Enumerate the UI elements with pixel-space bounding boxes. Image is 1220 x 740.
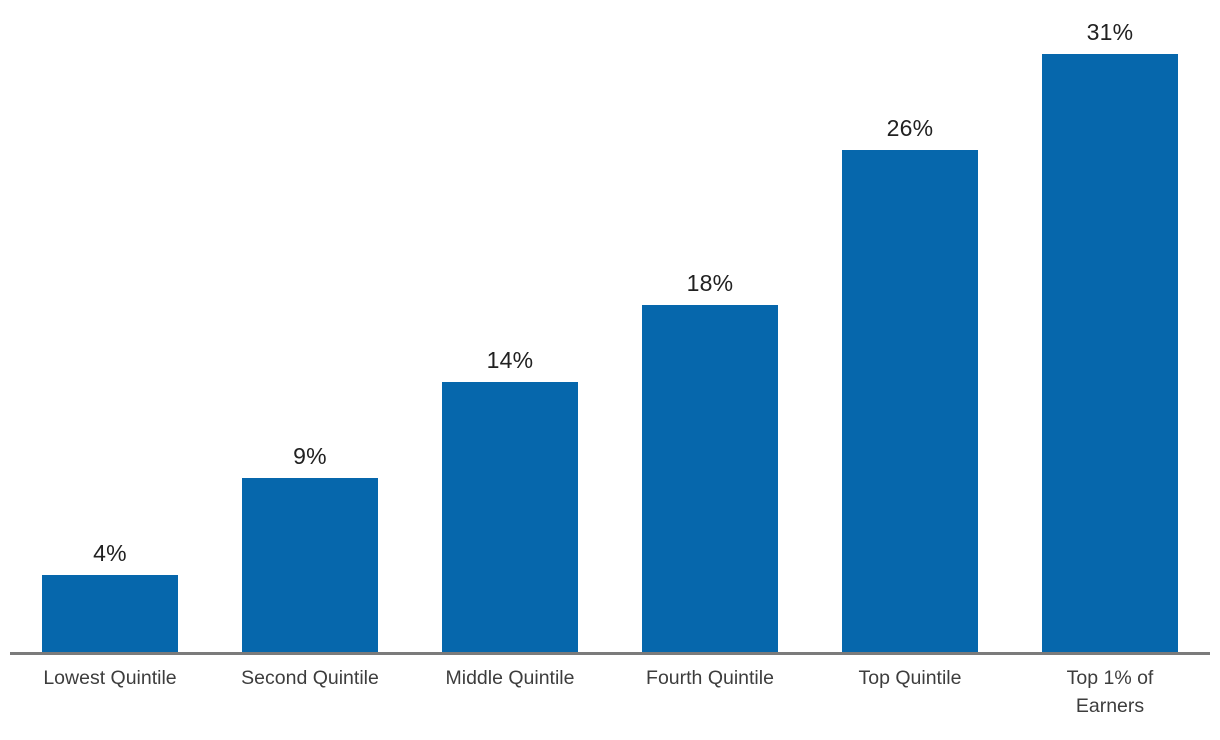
x-axis-label-line: Middle Quintile xyxy=(445,667,575,689)
x-axis-label-line: Second Quintile xyxy=(241,667,379,689)
x-axis-label: Fourth Quintile xyxy=(610,664,810,720)
bar xyxy=(442,382,578,652)
bar-column: 4% xyxy=(10,0,210,652)
bar-column: 31% xyxy=(1010,0,1210,652)
bar-value-label: 18% xyxy=(686,270,734,296)
x-axis-label: Top 1% of Earners xyxy=(1010,664,1210,720)
x-axis-label: Second Quintile xyxy=(210,664,410,720)
bar xyxy=(42,575,178,652)
bar-column: 18% xyxy=(610,0,810,652)
bar xyxy=(642,305,778,652)
bar-value-label: 26% xyxy=(886,115,934,141)
plot-area: 4% 9% 14% 18% 26% 31% xyxy=(10,0,1210,655)
bar-column: 26% xyxy=(810,0,1010,652)
x-axis-label-line: Earners xyxy=(1075,695,1145,717)
x-axis-label: Lowest Quintile xyxy=(10,664,210,720)
x-axis-label-line: Lowest Quintile xyxy=(43,667,177,689)
bar xyxy=(1042,54,1178,652)
x-axis-label-line: Top 1% of xyxy=(1066,667,1154,689)
x-axis-label: Middle Quintile xyxy=(410,664,610,720)
bar-value-label: 14% xyxy=(486,347,534,373)
bar-column: 9% xyxy=(210,0,410,652)
bar-value-label: 4% xyxy=(93,540,127,566)
x-axis-label-line: Top Quintile xyxy=(858,667,962,689)
bar-column: 14% xyxy=(410,0,610,652)
x-axis-label: Top Quintile xyxy=(810,664,1010,720)
bar-value-label: 9% xyxy=(293,443,327,469)
bar xyxy=(242,478,378,652)
bar-value-label: 31% xyxy=(1086,19,1134,45)
x-axis: Lowest Quintile Second Quintile Middle Qui… xyxy=(10,664,1210,720)
bar xyxy=(842,150,978,652)
x-axis-label-line: Fourth Quintile xyxy=(646,667,774,689)
